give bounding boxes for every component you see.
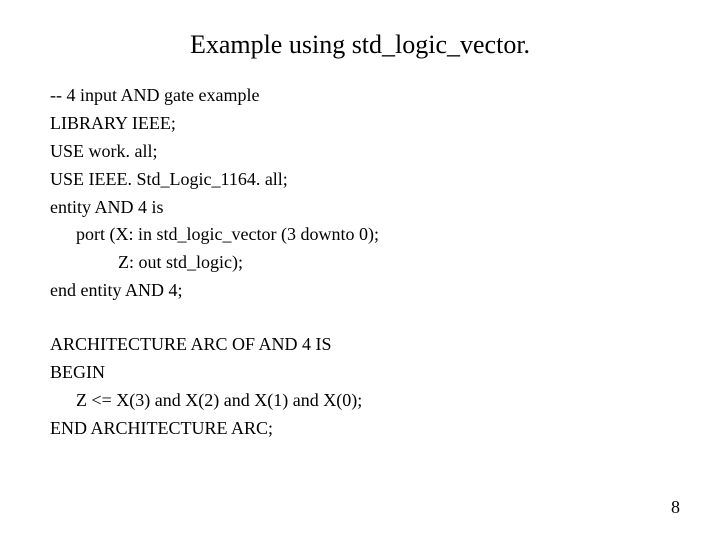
code-line: Z: out std_logic);	[50, 249, 670, 277]
code-line: ARCHITECTURE ARC OF AND 4 IS	[50, 331, 670, 359]
code-line: Z <= X(3) and X(2) and X(1) and X(0);	[50, 387, 670, 415]
code-line: USE IEEE. Std_Logic_1164. all;	[50, 166, 670, 194]
code-line: BEGIN	[50, 359, 670, 387]
spacer	[50, 305, 670, 331]
slide-title: Example using std_logic_vector.	[50, 30, 670, 60]
code-line: -- 4 input AND gate example	[50, 82, 670, 110]
code-line: entity AND 4 is	[50, 194, 670, 222]
page-number: 8	[671, 497, 680, 518]
code-line: USE work. all;	[50, 138, 670, 166]
code-block: -- 4 input AND gate example LIBRARY IEEE…	[50, 82, 670, 443]
code-line: END ARCHITECTURE ARC;	[50, 415, 670, 443]
code-line: end entity AND 4;	[50, 277, 670, 305]
slide: Example using std_logic_vector. -- 4 inp…	[0, 0, 720, 540]
code-line: port (X: in std_logic_vector (3 downto 0…	[50, 221, 670, 249]
code-line: LIBRARY IEEE;	[50, 110, 670, 138]
